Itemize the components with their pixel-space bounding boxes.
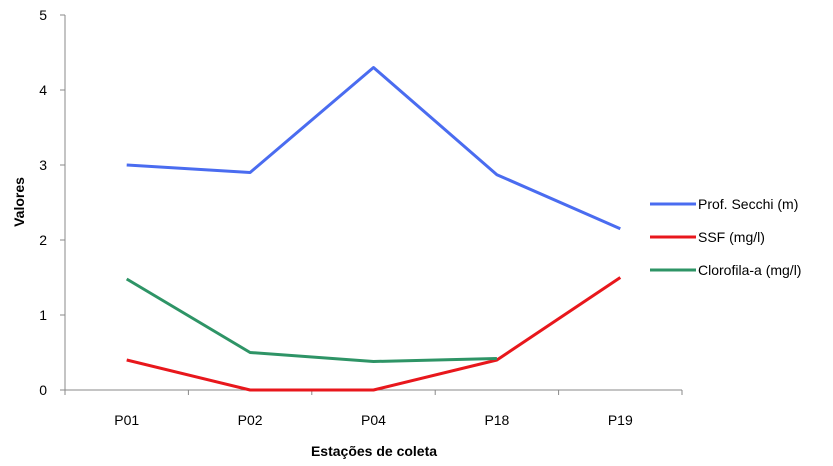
legend: Prof. Secchi (m) SSF (mg/l) Clorofila-a (m…: [650, 196, 801, 278]
x-tick-label: P01: [114, 412, 139, 428]
x-ticks: P01 P02 P04 P18 P19: [64, 390, 683, 428]
y-ticks: 0 1 2 3 4 5: [39, 7, 65, 398]
legend-label-1: SSF (mg/l): [698, 229, 765, 245]
x-tick-label: P04: [361, 412, 386, 428]
legend-label-0: Prof. Secchi (m): [698, 196, 798, 212]
y-tick-label: 0: [39, 382, 47, 398]
series-lines: [125, 66, 622, 392]
legend-label-2: Clorofila-a (mg/l): [698, 262, 801, 278]
axes: [64, 15, 682, 391]
y-tick-label: 4: [39, 82, 47, 98]
x-axis-title: Estações de coleta: [311, 443, 437, 459]
series-line-1: [126, 276, 622, 392]
series-line-0: [126, 66, 621, 231]
series-line-2: [125, 277, 497, 363]
x-tick-label: P02: [238, 412, 263, 428]
y-tick-label: 3: [39, 157, 47, 173]
y-tick-label: 2: [39, 232, 47, 248]
y-axis-title: Valores: [11, 177, 27, 227]
y-tick-label: 5: [39, 7, 47, 23]
x-tick-label: P18: [484, 412, 509, 428]
y-tick-label: 1: [39, 307, 47, 323]
x-tick-label: P19: [608, 412, 633, 428]
